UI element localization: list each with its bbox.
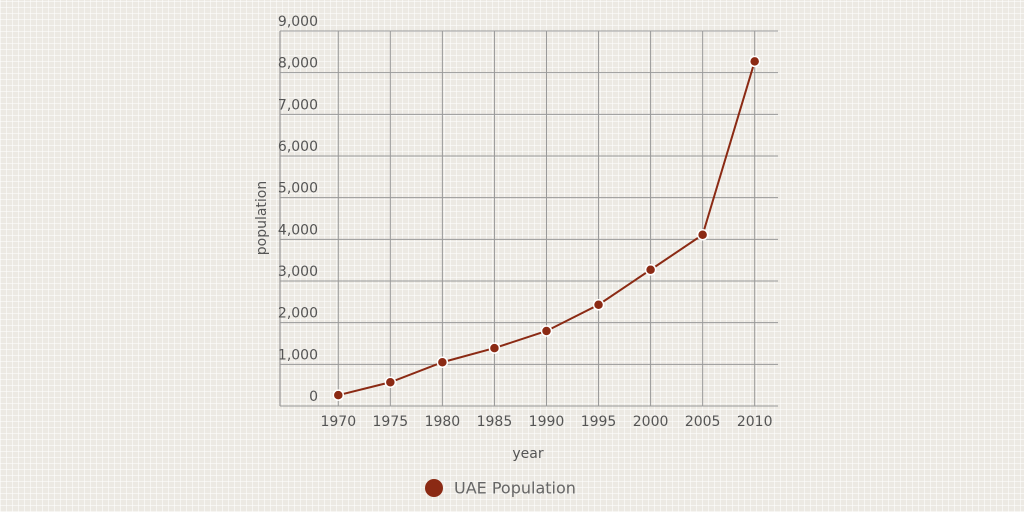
data-point bbox=[540, 325, 553, 337]
data-point bbox=[332, 389, 345, 401]
y-tick-label: 0 bbox=[309, 389, 318, 405]
data-point bbox=[436, 356, 449, 368]
x-tick-label: 2010 bbox=[737, 414, 773, 430]
y-tick-label: 3,000 bbox=[278, 264, 318, 280]
y-tick-label: 6,000 bbox=[278, 139, 318, 155]
x-tick-label: 2000 bbox=[633, 414, 669, 430]
data-point bbox=[748, 55, 761, 68]
x-tick-label: 1985 bbox=[477, 414, 513, 430]
data-point bbox=[644, 264, 657, 276]
y-tick-label: 1,000 bbox=[278, 347, 318, 363]
data-point bbox=[592, 299, 605, 311]
y-axis-label: population bbox=[254, 181, 270, 256]
x-tick-label: 1970 bbox=[320, 414, 356, 430]
x-tick-label: 1975 bbox=[373, 414, 409, 430]
data-point bbox=[384, 376, 397, 388]
legend-label: UAE Population bbox=[454, 479, 576, 498]
y-tick-label: 5,000 bbox=[278, 181, 318, 197]
y-tick-label: 9,000 bbox=[278, 14, 318, 30]
y-tick-label: 2,000 bbox=[278, 306, 318, 322]
x-tick-label: 1995 bbox=[581, 414, 617, 430]
y-tick-label: 4,000 bbox=[278, 222, 318, 238]
x-axis-label: year bbox=[512, 446, 543, 462]
x-tick-label: 1980 bbox=[425, 414, 461, 430]
x-tick-label: 1990 bbox=[529, 414, 565, 430]
data-point bbox=[696, 229, 709, 241]
y-tick-label: 8,000 bbox=[278, 56, 318, 72]
x-tick-label: 2005 bbox=[685, 414, 721, 430]
data-point bbox=[488, 342, 501, 354]
y-tick-label: 7,000 bbox=[278, 97, 318, 113]
legend-marker bbox=[425, 479, 443, 497]
